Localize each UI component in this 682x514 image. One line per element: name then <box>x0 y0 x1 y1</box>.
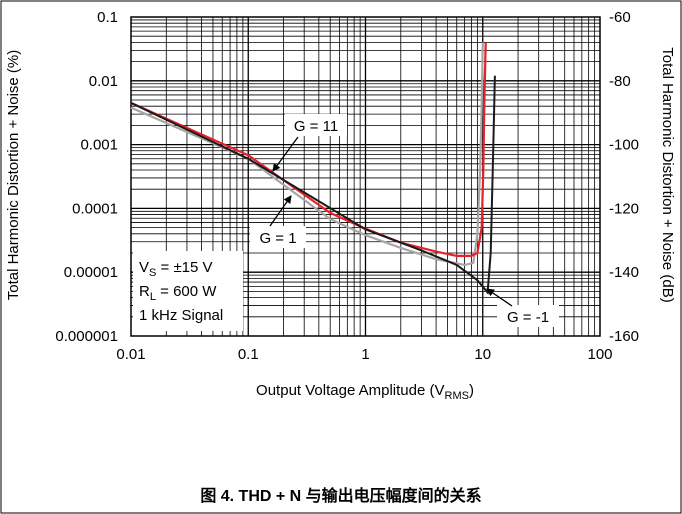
y-tick-label: 0.001 <box>80 137 118 154</box>
x-tick-label: 0.01 <box>116 346 145 363</box>
y-tick-label: 0.0001 <box>72 200 118 217</box>
y-tick-label: 0.01 <box>89 73 118 90</box>
annotation-box <box>285 114 347 136</box>
thd-chart: 0.01 0.1 1 10 100 0.1 0.01 0.001 0.0001 0.00001 0.… <box>5 9 676 402</box>
y2-tick-label: -60 <box>609 9 631 26</box>
y2-tick-label: -120 <box>609 200 639 217</box>
condition-signal: 1 kHz Signal <box>139 307 223 324</box>
series-group <box>130 42 496 296</box>
y-axis-right-label: Total Harmonic Distortion + Noise (dB) <box>659 47 676 303</box>
annotation-label: G = 11 <box>294 118 338 135</box>
conditions-box: VS = ±15 V RL = 600 W 1 kHz Signal <box>133 251 243 331</box>
axis-ticks: 0.01 0.1 1 10 100 0.1 0.01 0.001 0.0001 0.00001 0.… <box>55 9 639 363</box>
y-axis-left-label: Total Harmonic Distortion + Noise (%) <box>5 50 22 301</box>
series-line <box>130 42 484 267</box>
x-axis-label: Output Voltage Amplitude (VRMS) <box>256 382 474 402</box>
annotation-box <box>497 305 559 327</box>
annotation-arrow <box>486 288 513 307</box>
figure-caption: 图 4. THD + N 与输出电压幅度间的关系 <box>200 488 482 505</box>
annotation-arrow <box>272 136 299 172</box>
condition-vs: VS = ±15 V <box>139 259 213 279</box>
y2-tick-label: -140 <box>609 264 639 281</box>
y2-tick-label: -100 <box>609 137 639 154</box>
y2-tick-label: -80 <box>609 73 631 90</box>
x-tick-label: 100 <box>587 346 612 363</box>
condition-rl: RL = 600 W <box>139 283 217 303</box>
x-tick-label: 0.1 <box>238 346 259 363</box>
plot-area-border <box>130 16 601 337</box>
series-line <box>130 42 487 257</box>
annotations: G = 11 G = 1 G = -1 <box>250 114 559 327</box>
annotation-label: G = 1 <box>259 230 296 247</box>
annotation-label: G = -1 <box>507 309 549 326</box>
y-tick-label: 0.000001 <box>55 328 118 345</box>
series-line <box>130 75 496 296</box>
annotation-box <box>250 226 306 248</box>
y2-tick-label: -160 <box>609 328 639 345</box>
x-tick-label: 1 <box>361 346 369 363</box>
y-tick-label: 0.00001 <box>64 264 118 281</box>
x-tick-label: 10 <box>474 346 491 363</box>
y-tick-label: 0.1 <box>97 9 118 26</box>
annotation-arrow <box>269 195 292 227</box>
